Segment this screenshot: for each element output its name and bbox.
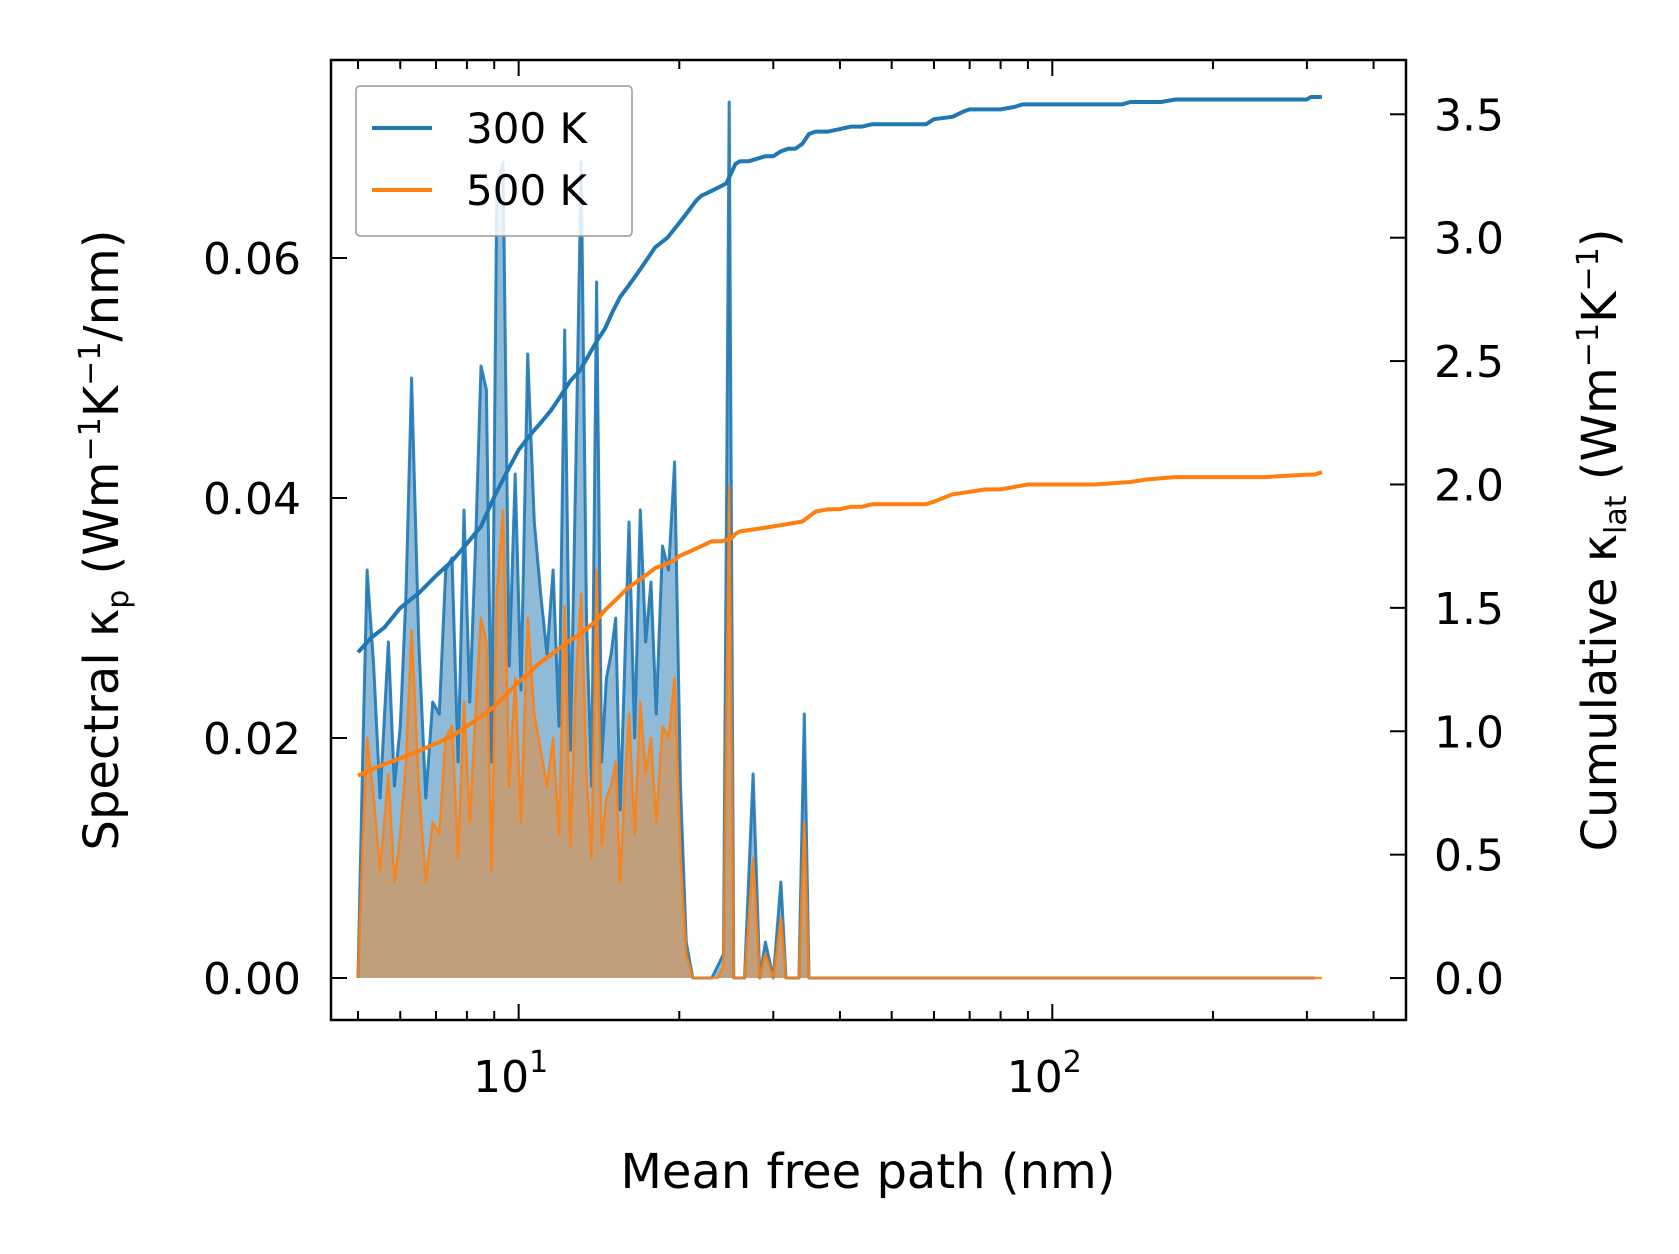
- spectral-lines: [356, 100, 1322, 980]
- y-right-label-main: Cumulative κ: [1572, 534, 1628, 852]
- y-right-tick-label: 0.5: [1434, 831, 1504, 882]
- legend-label-300k: 300 K: [466, 104, 589, 153]
- spectral-fill-500k: [358, 486, 1322, 978]
- y-right-tick-label: 3.5: [1434, 90, 1504, 141]
- y-right-tick-label: 0.0: [1434, 954, 1504, 1005]
- y-right-tick-label: 1.0: [1434, 707, 1504, 758]
- cumulative-lines: [356, 95, 1323, 778]
- x-tick-label-base: 10: [1007, 1052, 1063, 1103]
- y-right-tick-label: 2.5: [1434, 337, 1504, 388]
- y-right-tick-label: 1.5: [1434, 584, 1504, 635]
- spectral-line-500k: [356, 484, 1322, 980]
- legend-label-500k: 500 K: [466, 166, 589, 215]
- y-right-label-sub: lat: [1599, 495, 1634, 534]
- y-left-label-sup1: −1: [73, 417, 108, 461]
- x-tick-label-exp: 1: [529, 1045, 548, 1080]
- y-left-label-main: Spectral κ: [74, 609, 130, 851]
- y-left-axis-label: Spectral κp (Wm−1K−1/nm): [73, 229, 136, 850]
- y-right-label-gap: [1572, 480, 1628, 495]
- y-right-label-units-a: (Wm: [1572, 367, 1628, 480]
- plot-frame: [329, 58, 1408, 1022]
- y-left-label-sup2: −1: [73, 342, 108, 386]
- y-left-axis-ticks: 0.00 0.02 0.04 0.06: [203, 234, 347, 1005]
- cumulative-line-500k: [357, 470, 1323, 778]
- y-right-tick-label: 2.0: [1434, 460, 1504, 511]
- x-tick-label-base: 10: [473, 1052, 529, 1103]
- y-right-tick-label: 3.0: [1434, 214, 1504, 265]
- y-right-label-sup1: −1: [1571, 323, 1606, 367]
- x-axis-label: Mean free path (nm): [621, 1144, 1116, 1200]
- y-left-label-sub: p: [101, 590, 136, 609]
- y-left-label-gap: [74, 574, 130, 589]
- y-right-label-units-b: K: [1572, 290, 1628, 323]
- y-left-label-units-b: K: [74, 384, 130, 417]
- y-left-tick-label: 0.04: [203, 474, 301, 525]
- spectral-fill-300k: [358, 102, 1315, 978]
- spectral-fills: [358, 102, 1322, 978]
- y-left-label-units-c: /nm): [74, 229, 130, 341]
- y-left-tick-label: 0.06: [203, 234, 301, 285]
- x-axis-ticks: 101 102: [357, 60, 1375, 1103]
- x-tick-label: 101: [473, 1045, 548, 1103]
- x-tick-label-exp: 2: [1063, 1045, 1082, 1080]
- y-right-axis-ticks: 0.0 0.5 1.0 1.5 2.0 2.5 3.0 3.5: [1390, 90, 1504, 1005]
- y-left-tick-label: 0.02: [203, 714, 301, 765]
- cumulative-line-300k: [356, 95, 1322, 654]
- y-left-tick-label: 0.00: [203, 954, 301, 1005]
- y-left-label-units-a: (Wm: [74, 462, 130, 575]
- y-right-axis-label: Cumulative κlat (Wm−1K−1): [1571, 229, 1634, 852]
- legend-box: [355, 85, 633, 237]
- legend: 300 K 500 K: [355, 85, 633, 237]
- y-right-label-sup2: −1: [1571, 247, 1606, 291]
- x-tick-label: 102: [1007, 1045, 1082, 1103]
- y-right-label-units-c: ): [1572, 229, 1628, 248]
